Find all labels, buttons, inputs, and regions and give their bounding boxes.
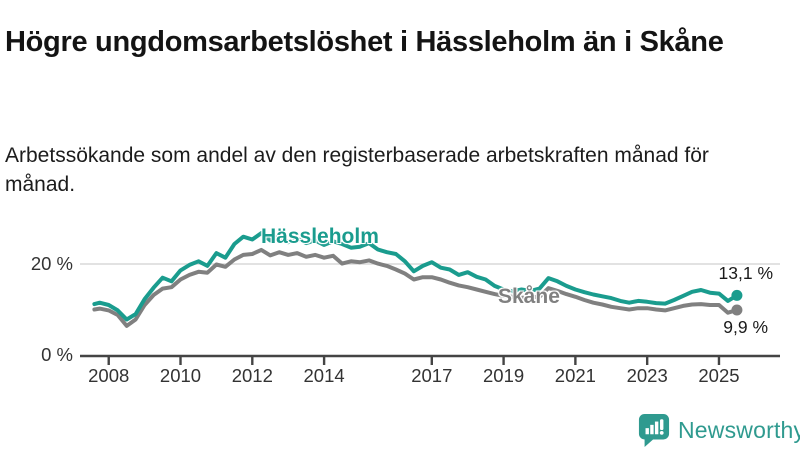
end-dot-skåne [731, 304, 743, 316]
line-skåne [92, 247, 739, 328]
newsworthy-brand-text: Newsworthy [678, 417, 800, 443]
y-tick-label-20: 20 % [31, 253, 73, 274]
x-tick-label-2012: 2012 [232, 365, 273, 386]
x-tick-label-2017: 2017 [411, 365, 452, 386]
series-label-skane: Skåne [498, 285, 560, 308]
end-value-label-skane: 9,9 % [723, 317, 768, 337]
x-tick-label-2021: 2021 [555, 365, 596, 386]
x-tick-label-2019: 2019 [483, 365, 524, 386]
newsworthy-logo-icon [638, 413, 670, 448]
line-hässleholm [92, 231, 739, 322]
x-tick-label-2010: 2010 [160, 365, 201, 386]
end-dot-hässleholm [731, 289, 743, 301]
newsworthy-brand: Newsworthy [638, 413, 800, 448]
x-tick-label-2008: 2008 [88, 365, 129, 386]
x-tick-label-2025: 2025 [698, 365, 739, 386]
x-tick-label-2014: 2014 [304, 365, 345, 386]
y-tick-label-0: 0 % [41, 344, 73, 365]
x-tick-label-2023: 2023 [627, 365, 668, 386]
end-value-label-hassleholm: 13,1 % [718, 263, 773, 283]
series-label-hassleholm: Hässleholm [261, 225, 379, 248]
page-title: Högre ungdomsarbetslöshet i Hässleholm ä… [5, 26, 724, 59]
chart-subtitle: Arbetssökande som andel av den registerb… [5, 144, 709, 196]
